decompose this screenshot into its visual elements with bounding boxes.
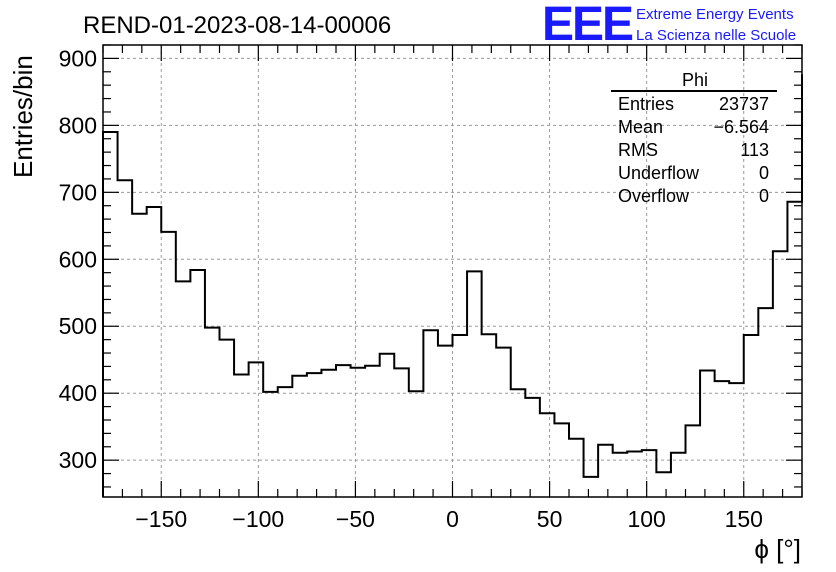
- histogram-line: [102, 74, 803, 497]
- x-tick-label: 0: [446, 506, 459, 532]
- y-tick-label: 400: [59, 380, 97, 406]
- x-tick-label: 150: [725, 506, 763, 532]
- y-tick-label: 900: [59, 45, 97, 71]
- x-tick-label: −150: [135, 506, 187, 532]
- y-tick-labels: 300 400 500 600 700 800 900: [59, 45, 97, 473]
- stats-label-underflow: Underflow: [618, 163, 700, 183]
- stats-value-rms: 113: [740, 140, 769, 160]
- y-tick-label: 700: [59, 179, 97, 205]
- x-tick-labels: −150 −100 −50 0 50 100 150: [135, 506, 763, 532]
- stats-box: Phi Entries 23737 Mean −6.564 RMS 113 Un…: [611, 70, 777, 206]
- stats-label-mean: Mean: [618, 117, 663, 137]
- x-tick-label: −100: [232, 506, 284, 532]
- eee-logo-line1: Extreme Energy Events: [636, 6, 794, 23]
- x-tick-label: −50: [336, 506, 375, 532]
- run-title: REND-01-2023-08-14-00006: [83, 12, 391, 39]
- stats-value-mean: −6.564: [713, 117, 769, 137]
- stats-value-entries: 23737: [719, 94, 769, 114]
- x-tick-label: 50: [537, 506, 563, 532]
- y-tick-label: 300: [59, 447, 97, 473]
- stats-label-overflow: Overflow: [618, 186, 690, 206]
- stats-label-rms: RMS: [618, 140, 658, 160]
- y-tick-label: 500: [59, 313, 97, 339]
- y-tick-label: 600: [59, 246, 97, 272]
- x-axis-title: ϕ [°]: [754, 534, 801, 564]
- stats-title: Phi: [682, 70, 708, 90]
- stats-label-entries: Entries: [618, 94, 674, 114]
- grid: [103, 45, 802, 497]
- y-axis-title: Entries/bin: [8, 55, 38, 178]
- y-tick-label: 800: [59, 112, 97, 138]
- x-tick-label: 100: [627, 506, 665, 532]
- stats-value-underflow: 0: [759, 163, 769, 183]
- eee-logo-line2: La Scienza nelle Scuole: [636, 27, 796, 44]
- plot-frame: [102, 44, 803, 498]
- eee-logo: EEE: [542, 0, 633, 51]
- stats-value-overflow: 0: [759, 186, 769, 206]
